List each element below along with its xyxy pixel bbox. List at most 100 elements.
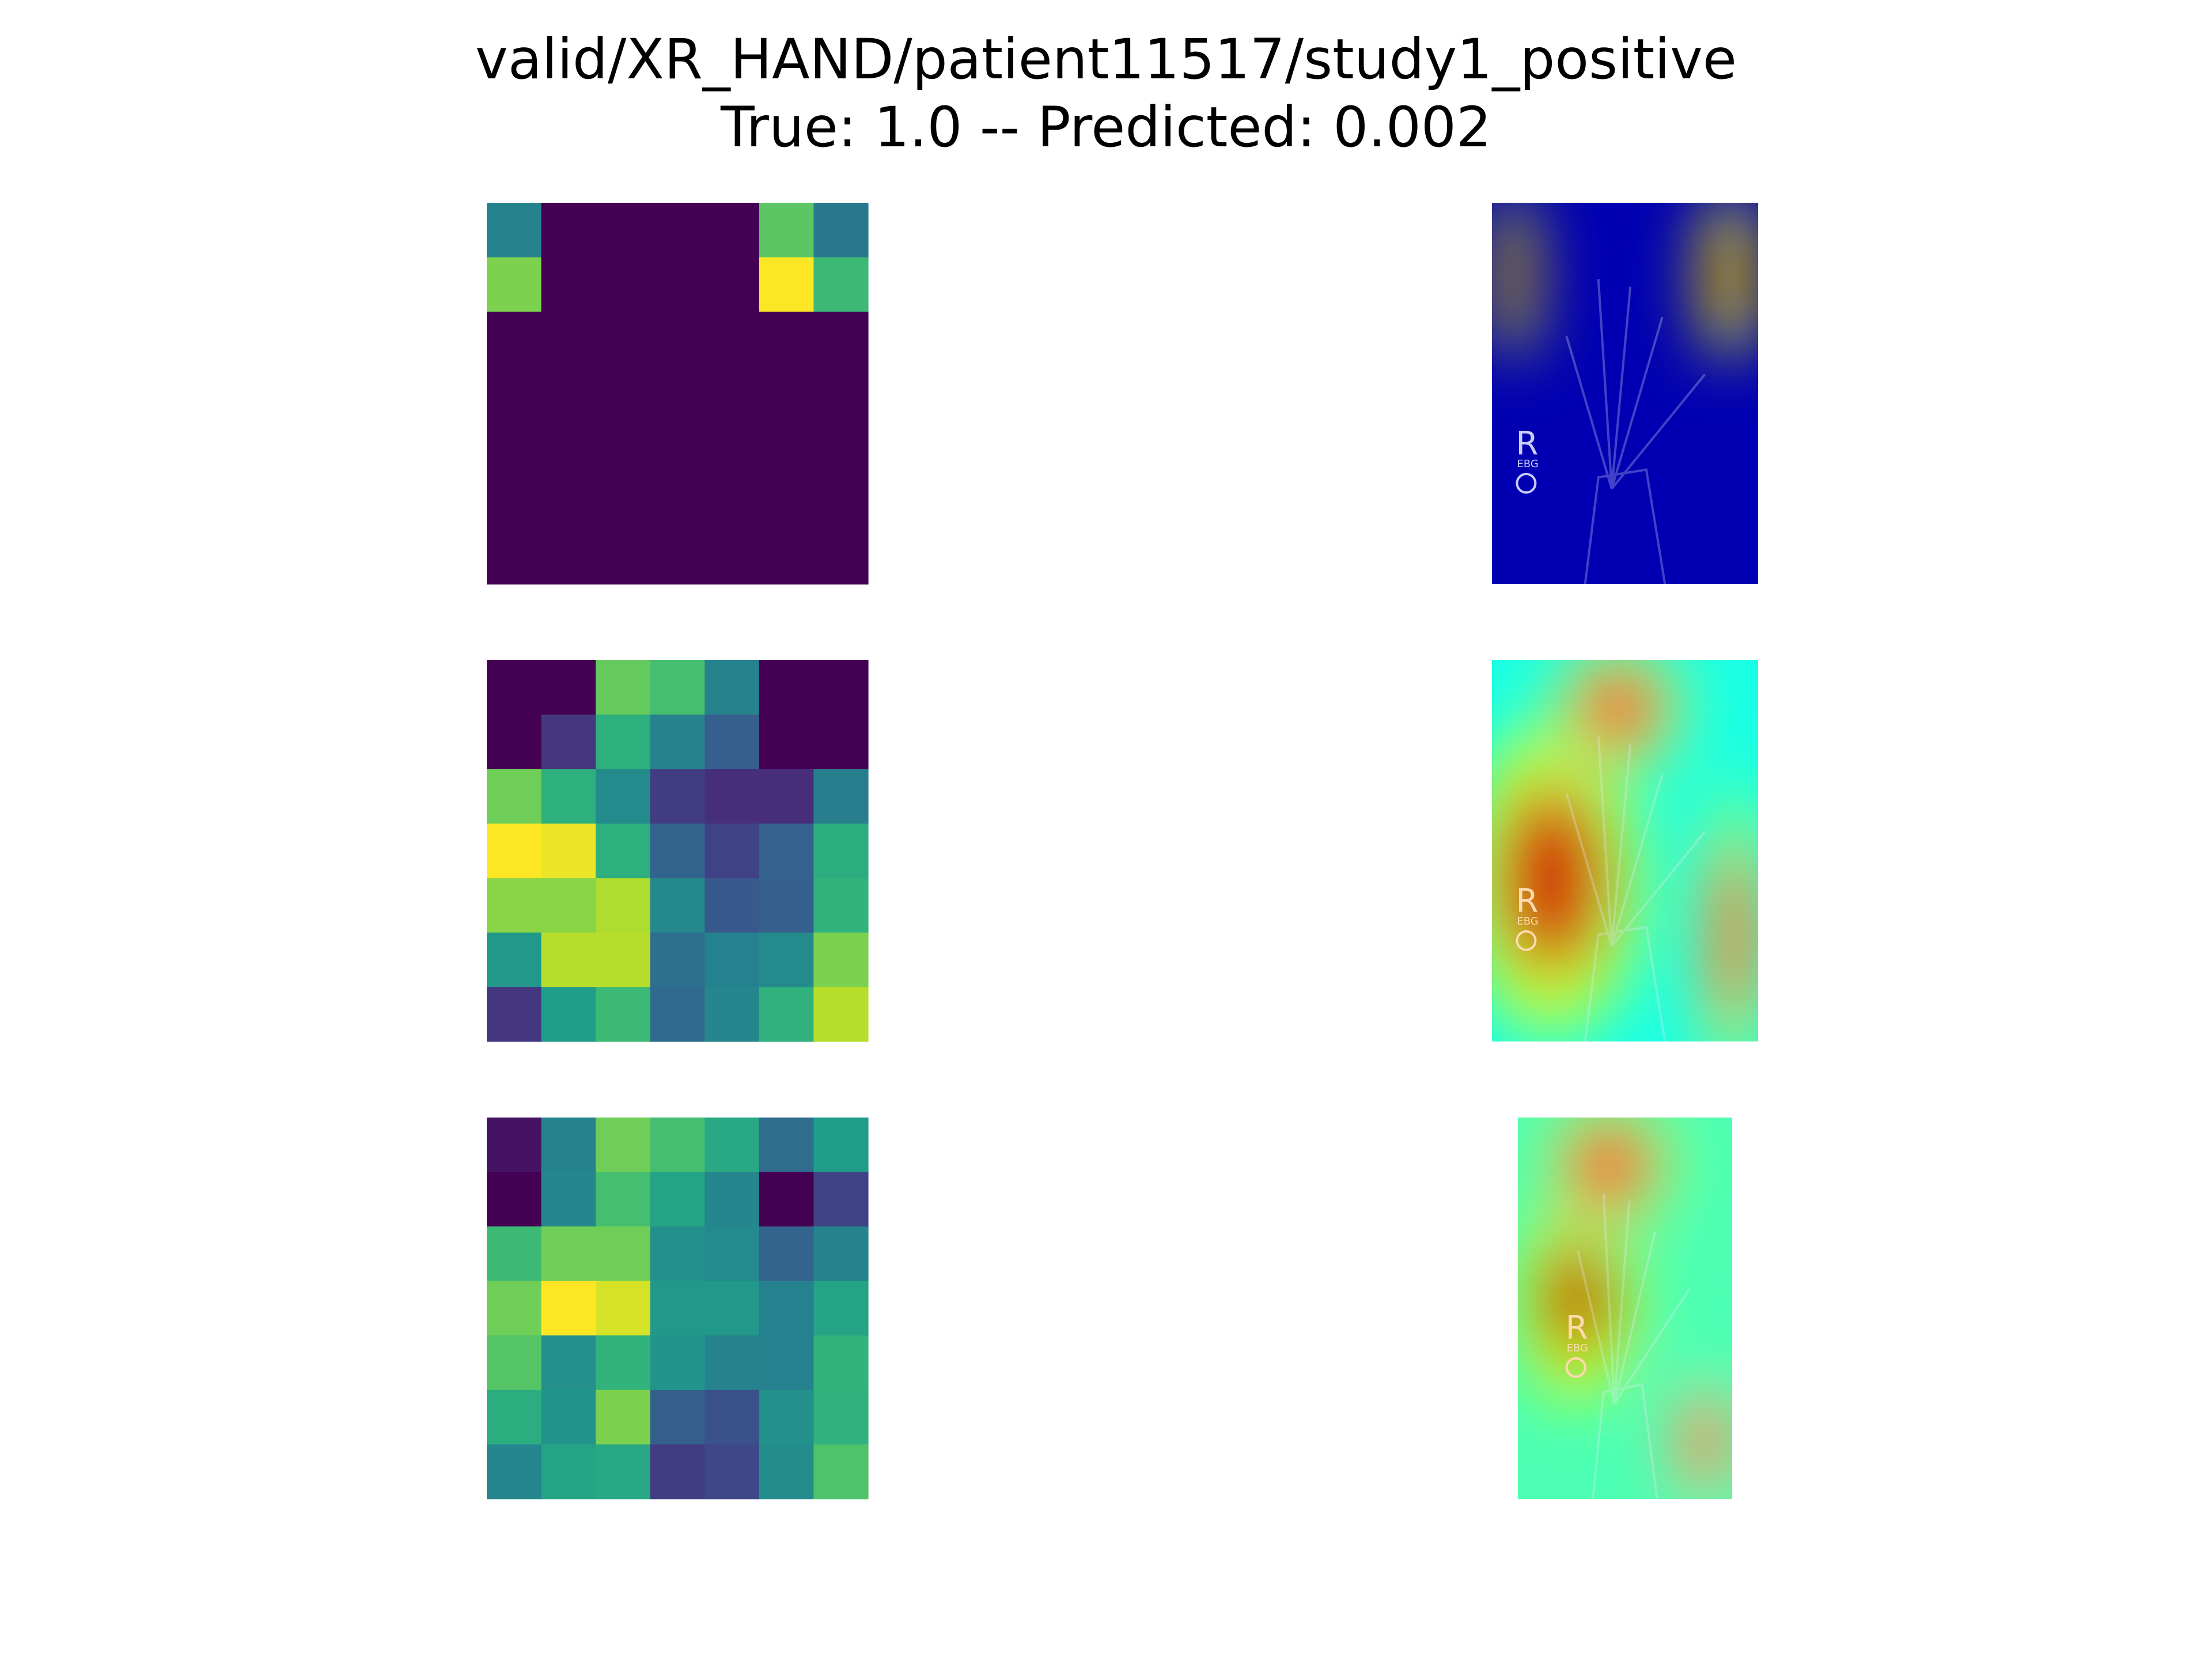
heatmap-cell bbox=[541, 987, 596, 1042]
heatmap-cell bbox=[650, 1444, 705, 1499]
heatmap-cell bbox=[650, 475, 705, 531]
heatmap-cell bbox=[813, 475, 869, 531]
heatmap-cell bbox=[650, 714, 705, 770]
heatmap-cell bbox=[487, 1281, 542, 1336]
heatmap-cell bbox=[759, 1172, 815, 1227]
heatmap-cell bbox=[813, 1118, 869, 1173]
xray-finger-bone bbox=[1613, 1288, 1691, 1404]
heatmap-cell bbox=[759, 714, 815, 770]
heatmap-cell bbox=[759, 312, 815, 367]
heatmap-cell bbox=[487, 987, 542, 1042]
heatmap-cell bbox=[541, 1118, 596, 1173]
xray-wrist-bones bbox=[1584, 926, 1666, 1041]
heatmap-cell bbox=[813, 203, 869, 258]
xray-wrist-bones bbox=[1584, 468, 1666, 584]
heatmap-cell bbox=[813, 1281, 869, 1336]
heatmap-cell bbox=[759, 529, 815, 585]
xray-finger-bone bbox=[1577, 1251, 1616, 1404]
heatmap-cell bbox=[813, 1389, 869, 1445]
heatmap-cell bbox=[650, 366, 705, 421]
heatmap-cell bbox=[813, 1444, 869, 1499]
xray-marker-sub: EBG bbox=[1517, 915, 1538, 927]
heatmap-cell bbox=[541, 823, 596, 878]
heatmap-cell bbox=[650, 1335, 705, 1391]
heatmap-cell bbox=[650, 932, 705, 988]
heatmap-cell bbox=[596, 714, 651, 770]
heatmap-cell bbox=[541, 1444, 596, 1499]
heatmap-cell bbox=[541, 714, 596, 770]
heatmap-cell bbox=[704, 1389, 760, 1445]
heatmap-cell bbox=[596, 366, 651, 421]
xray-hand-silhouette bbox=[1565, 279, 1706, 584]
heatmap-cell bbox=[704, 1281, 760, 1336]
heatmap-cell bbox=[487, 1118, 542, 1173]
heatmap-cell bbox=[759, 421, 815, 476]
heatmap-cell bbox=[596, 1444, 651, 1499]
heatmap-cell bbox=[650, 660, 705, 715]
heatmap-cell bbox=[596, 660, 651, 715]
heatmap-cell bbox=[487, 203, 542, 258]
heatmap-cell bbox=[704, 660, 760, 715]
heatmap-cell bbox=[596, 878, 651, 933]
heatmap-cell bbox=[596, 1172, 651, 1227]
overlay-hotspot bbox=[1712, 842, 1756, 1031]
xray-marker-letter: R bbox=[1516, 425, 1538, 463]
heatmap-cell bbox=[487, 475, 542, 531]
heatmap-cell bbox=[650, 203, 705, 258]
heatmap-cell bbox=[596, 823, 651, 878]
heatmap-cell bbox=[487, 1226, 542, 1282]
heatmap-cell bbox=[704, 932, 760, 988]
heatmap-cell bbox=[813, 366, 869, 421]
heatmap-cell bbox=[813, 987, 869, 1042]
heatmap-cell bbox=[704, 366, 760, 421]
xray-finger-bone bbox=[1610, 774, 1664, 947]
heatmap-cell bbox=[704, 203, 760, 258]
heatmap-cell bbox=[596, 529, 651, 585]
heatmap-cell bbox=[650, 1389, 705, 1445]
xray-hand-silhouette bbox=[1565, 736, 1706, 1041]
xray-marker-letter: R bbox=[1566, 1309, 1588, 1347]
heatmap-cell bbox=[541, 312, 596, 367]
heatmap-cell bbox=[759, 257, 815, 312]
overlay-hotspot bbox=[1501, 227, 1525, 324]
heatmap-cell bbox=[813, 1335, 869, 1391]
figure-title-line-2: True: 1.0 -- Predicted: 0.002 bbox=[720, 95, 1492, 160]
heatmap-cell bbox=[487, 823, 542, 878]
overlay-hotspot bbox=[1565, 1122, 1653, 1209]
heatmap-cell bbox=[650, 1226, 705, 1282]
heatmap-cell bbox=[759, 660, 815, 715]
heatmap-cell bbox=[541, 1226, 596, 1282]
heatmap-cell bbox=[704, 714, 760, 770]
heatmap-cell bbox=[759, 1118, 815, 1173]
heatmap-cell bbox=[704, 1335, 760, 1391]
heatmap-cell bbox=[813, 660, 869, 715]
heatmap-panel-3 bbox=[487, 1118, 869, 1499]
heatmap-cell bbox=[813, 932, 869, 988]
xray-finger-bone bbox=[1610, 286, 1632, 489]
heatmap-cell bbox=[541, 366, 596, 421]
heatmap-cell bbox=[759, 823, 815, 878]
heatmap-cell bbox=[487, 421, 542, 476]
overlay-hotspot bbox=[1543, 1238, 1611, 1359]
xray-finger-bone bbox=[1613, 1201, 1631, 1404]
xray-finger-bone bbox=[1597, 736, 1613, 946]
overlay-hotspot bbox=[1681, 1390, 1730, 1494]
heatmap-cell bbox=[487, 932, 542, 988]
heatmap-cell bbox=[596, 769, 651, 824]
heatmap-cell bbox=[650, 878, 705, 933]
xray-finger-bone bbox=[1610, 744, 1632, 946]
heatmap-cell bbox=[759, 1281, 815, 1336]
heatmap-cell bbox=[704, 421, 760, 476]
heatmap-cell bbox=[650, 312, 705, 367]
heatmap-cell bbox=[704, 823, 760, 878]
heatmap-cell bbox=[759, 1226, 815, 1282]
heatmap-panel-2 bbox=[487, 660, 869, 1042]
overlay-hotspot bbox=[1576, 665, 1661, 751]
heatmap-cell bbox=[596, 1281, 651, 1336]
heatmap-cell bbox=[596, 475, 651, 531]
heatmap-cell bbox=[541, 1389, 596, 1445]
heatmap-cell bbox=[487, 529, 542, 585]
heatmap-cell bbox=[813, 769, 869, 824]
